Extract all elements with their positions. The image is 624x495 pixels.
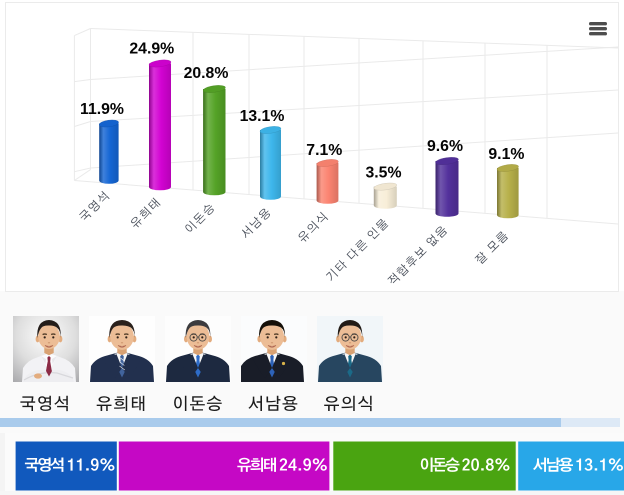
svg-text:11.9%: 11.9% — [80, 101, 124, 118]
svg-text:13.1%: 13.1% — [240, 108, 285, 125]
svg-text:3.5%: 3.5% — [365, 165, 401, 182]
svg-text:24.9%: 24.9% — [129, 41, 174, 58]
svg-text:7.1%: 7.1% — [306, 142, 342, 159]
svg-text:9.1%: 9.1% — [488, 146, 524, 163]
svg-text:9.6%: 9.6% — [427, 138, 463, 155]
svg-text:20.8%: 20.8% — [184, 65, 229, 82]
